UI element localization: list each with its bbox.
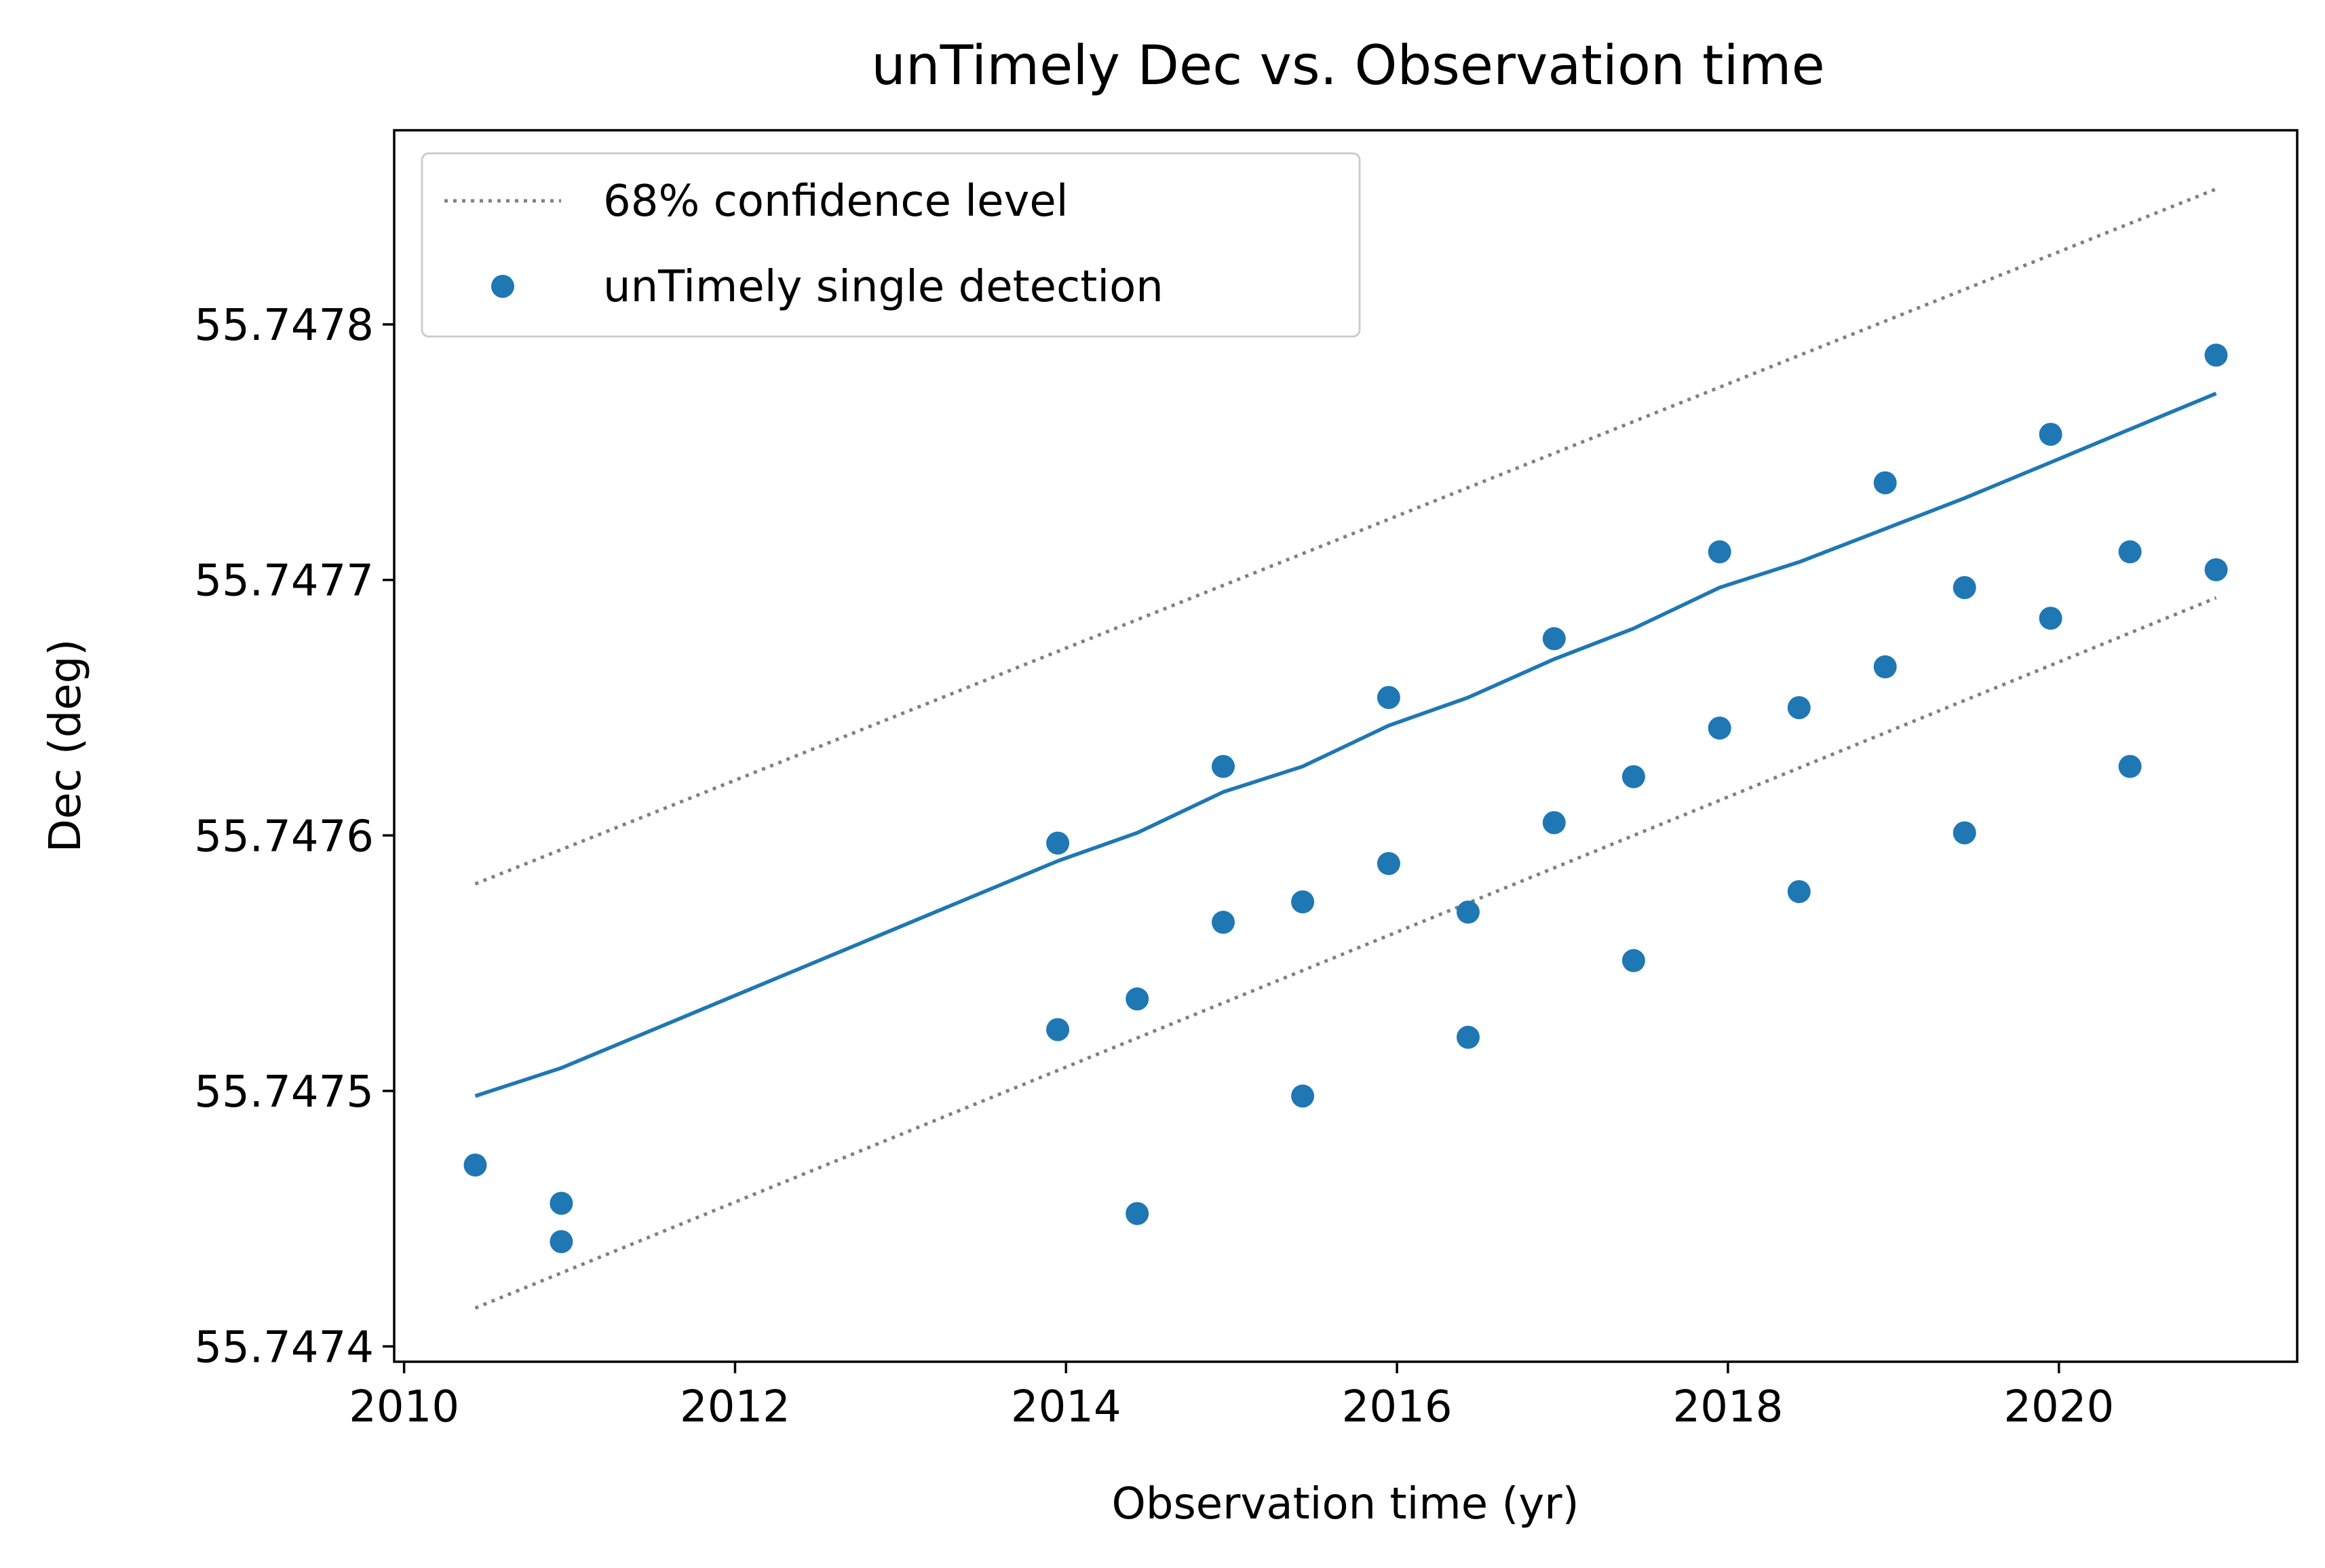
- confidence-band-layer: [474, 187, 2217, 1310]
- x-axis-label: Observation time (yr): [1111, 1479, 1579, 1529]
- y-tick-label: 55.7478: [194, 301, 374, 351]
- data-point: [1873, 655, 1897, 678]
- data-point: [1708, 540, 1731, 564]
- data-point: [1621, 765, 1645, 788]
- data-point: [1046, 1018, 1070, 1041]
- data-point: [1457, 900, 1480, 924]
- legend-box: [421, 152, 1361, 338]
- data-point: [1291, 1084, 1315, 1108]
- data-point: [1787, 880, 1811, 904]
- y-axis-label: Dec (deg): [41, 639, 91, 853]
- data-point: [1291, 890, 1315, 914]
- x-tick-label: 2020: [2003, 1382, 2114, 1432]
- legend-confidence-label: 68% confidence level: [603, 176, 1068, 227]
- data-point: [2204, 343, 2228, 367]
- y-tick-label: 55.7475: [194, 1067, 374, 1117]
- legend-detection-label: unTimely single detection: [603, 262, 1164, 312]
- data-point: [2118, 754, 2142, 778]
- y-axis: 55.7474 55.7475 55.7476 55.7477 55.7478: [194, 301, 394, 1373]
- x-tick-label: 2014: [1011, 1382, 1121, 1432]
- data-point: [1873, 471, 1897, 495]
- x-tick-label: 2010: [349, 1382, 459, 1432]
- data-point: [1708, 716, 1731, 740]
- x-tick-label: 2012: [680, 1382, 790, 1432]
- data-point: [1212, 754, 1235, 778]
- data-point: [1212, 911, 1235, 934]
- data-point: [1126, 1202, 1149, 1225]
- x-tick-label: 2016: [1342, 1382, 1453, 1432]
- confidence-upper-line: [474, 187, 2217, 886]
- legend-detection-swatch: [491, 275, 514, 298]
- data-point: [550, 1191, 573, 1215]
- data-point: [1953, 576, 1976, 599]
- data-point: [1953, 821, 1976, 845]
- data-point: [1377, 686, 1400, 709]
- scatter-points-layer: [463, 343, 2228, 1253]
- y-tick-label: 55.7477: [194, 556, 374, 607]
- y-tick-label: 55.7474: [194, 1322, 374, 1373]
- data-point: [1621, 949, 1645, 972]
- data-point: [1787, 696, 1811, 719]
- legend: 68% confidence level unTimely single det…: [421, 152, 1361, 338]
- plot-frame: [393, 129, 2299, 1363]
- x-tick-label: 2018: [1673, 1382, 1784, 1432]
- data-point: [2039, 423, 2062, 446]
- data-point: [1542, 627, 1566, 651]
- data-point: [550, 1230, 573, 1253]
- chart-title: unTimely Dec vs. Observation time: [871, 34, 1825, 97]
- fit-line-layer: [474, 391, 2217, 1098]
- data-point: [1126, 987, 1149, 1011]
- fit-line: [474, 391, 2217, 1098]
- data-point: [1542, 811, 1566, 835]
- x-axis: 2010 2012 2014 2016 2018 2020: [349, 1362, 2114, 1432]
- data-point: [463, 1153, 487, 1177]
- data-point: [2039, 607, 2062, 630]
- data-point: [1046, 831, 1070, 855]
- data-point: [1377, 852, 1400, 875]
- y-tick-label: 55.7476: [194, 811, 374, 862]
- data-point: [2204, 558, 2228, 581]
- data-point: [2118, 540, 2142, 564]
- data-point: [1457, 1025, 1480, 1049]
